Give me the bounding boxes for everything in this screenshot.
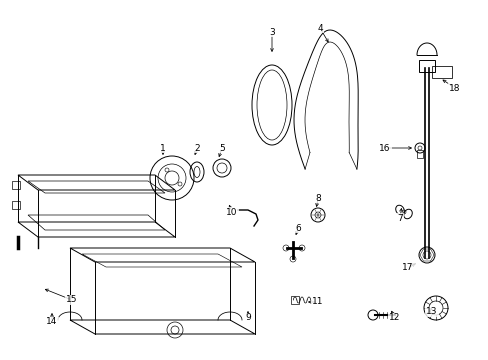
Text: 12: 12: [388, 314, 400, 323]
Text: 17: 17: [402, 264, 413, 273]
Text: 7: 7: [396, 213, 402, 222]
Text: 16: 16: [379, 144, 390, 153]
Text: 3: 3: [268, 27, 274, 36]
Text: 8: 8: [314, 194, 320, 202]
Text: 11: 11: [312, 297, 323, 306]
Text: 14: 14: [46, 318, 58, 327]
Text: 1: 1: [160, 144, 165, 153]
Text: 15: 15: [66, 296, 78, 305]
Text: 4: 4: [317, 23, 322, 32]
Text: 2: 2: [194, 144, 200, 153]
Text: 6: 6: [295, 224, 300, 233]
Text: 18: 18: [448, 84, 460, 93]
Text: 10: 10: [226, 207, 237, 216]
Text: 5: 5: [219, 144, 224, 153]
Text: 9: 9: [244, 314, 250, 323]
Text: 13: 13: [426, 307, 437, 316]
